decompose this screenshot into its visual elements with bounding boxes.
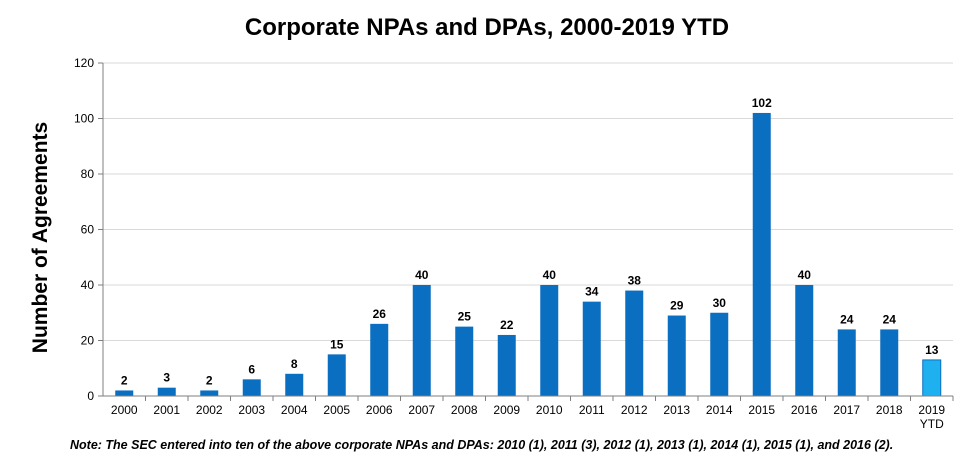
data-label: 22 — [500, 318, 514, 332]
data-label: 26 — [373, 307, 387, 321]
gridlines — [98, 62, 954, 401]
bar — [752, 112, 771, 396]
y-axis-tick-labels: 0 20 40 60 80 100 120 — [74, 56, 94, 403]
data-label: 40 — [798, 268, 812, 282]
x-tick-label: 2018 — [876, 403, 903, 417]
bar — [582, 301, 601, 396]
data-label: 25 — [458, 310, 472, 324]
y-axis-title: Number of Agreements — [29, 122, 52, 353]
x-tick-label: 2006 — [366, 403, 393, 417]
data-label: 3 — [163, 371, 170, 385]
x-tick-label: 2011 — [579, 403, 605, 417]
data-label: 13 — [925, 343, 939, 357]
data-label: 29 — [670, 299, 684, 313]
bar — [795, 285, 814, 396]
x-tick-label: 2014 — [706, 403, 733, 417]
data-label: 6 — [248, 362, 255, 376]
y-tick-label: 60 — [81, 223, 95, 237]
footnote: Note: The SEC entered into ten of the ab… — [70, 438, 894, 452]
bar — [837, 329, 856, 396]
x-tick-label: 2010 — [536, 403, 563, 417]
bar — [370, 323, 389, 396]
x-tick-label: 2012 — [621, 403, 648, 417]
data-label: 102 — [752, 96, 772, 110]
x-tick-label: 2015 — [748, 403, 775, 417]
bar — [242, 379, 261, 396]
chart-title: Corporate NPAs and DPAs, 2000-2019 YTD — [244, 14, 730, 41]
data-label: 30 — [713, 296, 727, 310]
x-tick-label: 2001 — [153, 403, 180, 417]
y-tick-label: 120 — [74, 56, 94, 70]
x-tick-label: 2004 — [281, 403, 308, 417]
x-tick-label: 2005 — [323, 403, 350, 417]
data-label: 2 — [206, 373, 213, 387]
data-label: 8 — [291, 357, 298, 371]
bar — [285, 373, 304, 396]
bar — [157, 387, 176, 396]
data-label: 40 — [543, 268, 557, 282]
bar — [200, 390, 219, 396]
x-tick-label: 2008 — [451, 403, 478, 417]
data-label: 2 — [121, 373, 128, 387]
bar — [922, 359, 942, 397]
bar — [327, 354, 346, 396]
bar — [115, 390, 134, 396]
data-label: 38 — [628, 274, 642, 288]
bar — [497, 334, 516, 396]
y-tick-label: 20 — [81, 334, 95, 348]
bar — [625, 290, 644, 396]
data-label: 24 — [840, 312, 854, 326]
x-tick-label: 2016 — [791, 403, 818, 417]
data-label: 24 — [883, 312, 897, 326]
y-tick-label: 100 — [74, 112, 94, 126]
x-tick-label: 2009 — [493, 403, 520, 417]
x-tick-label: YTD — [920, 417, 944, 431]
bar — [880, 329, 899, 396]
y-tick-label: 0 — [87, 389, 94, 403]
data-label: 34 — [585, 285, 599, 299]
bar — [455, 326, 474, 396]
y-tick-label: 80 — [81, 167, 95, 181]
x-tick-label: 2017 — [833, 403, 860, 417]
x-tick-label: 2007 — [408, 403, 435, 417]
x-axis-tick-labels: 2000 2001 2002 2003 2004 2005 2006 2007 2008 2009… — [111, 403, 946, 431]
x-tick-label: 2002 — [196, 403, 223, 417]
y-tick-label: 40 — [81, 278, 95, 292]
bar — [540, 285, 559, 396]
x-tick-label: 2019 — [918, 403, 945, 417]
x-tick-label: 2000 — [111, 403, 138, 417]
bar — [412, 285, 431, 396]
bar — [710, 312, 729, 396]
bars — [115, 112, 942, 397]
x-tick-label: 2013 — [663, 403, 690, 417]
x-tick-label: 2003 — [238, 403, 265, 417]
data-label: 15 — [330, 337, 344, 351]
bar — [667, 315, 686, 396]
data-label: 40 — [415, 268, 429, 282]
